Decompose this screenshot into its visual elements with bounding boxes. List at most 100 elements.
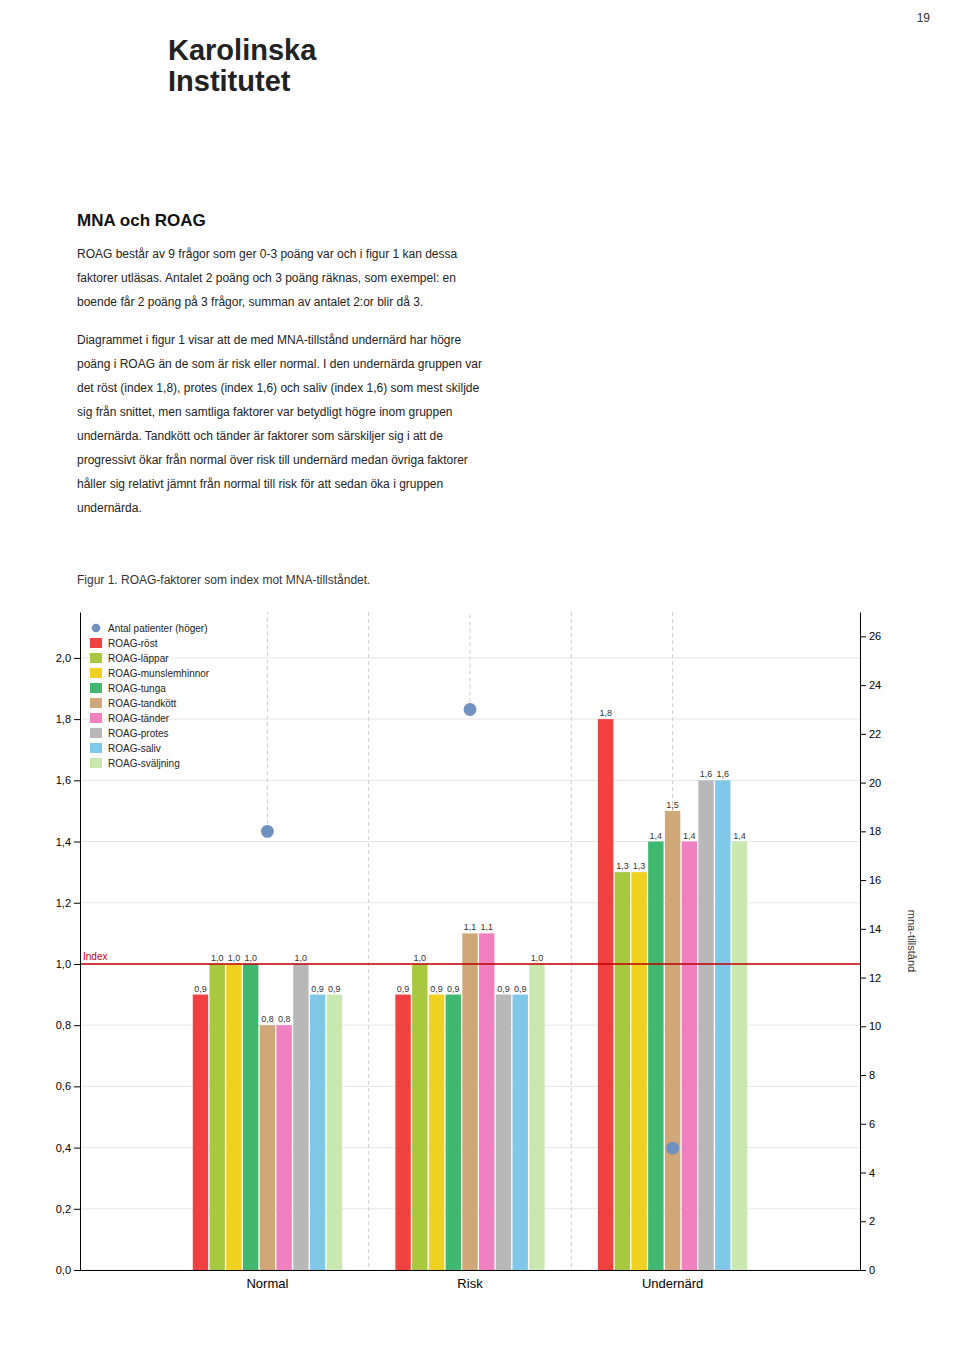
legend-swatch <box>90 698 102 708</box>
page: 19KarolinskaInstitutetMNA och ROAGROAG b… <box>0 0 960 1362</box>
y-tick: 1,8 <box>56 713 80 725</box>
bar <box>429 995 444 1270</box>
legend: Antal patienter (höger) ROAG-röst ROAG-läp… <box>90 623 210 769</box>
y2-tick-label: 18 <box>869 825 881 837</box>
y-tick-label: 0,6 <box>56 1080 71 1092</box>
body-text: Diagrammet i figur 1 visar att de med MN… <box>77 333 461 347</box>
legend-swatch <box>90 743 102 753</box>
y-tick-label: 1,0 <box>56 958 71 970</box>
bar <box>210 964 225 1270</box>
y2-tick-label: 26 <box>869 630 881 642</box>
y2-tick-label: 0 <box>869 1264 875 1276</box>
y2-tick-label: 20 <box>869 777 881 789</box>
data-label: 0,9 <box>194 984 207 994</box>
data-label: 1,0 <box>414 953 427 963</box>
y2-tick-label: 16 <box>869 874 881 886</box>
data-label: 0,9 <box>497 984 510 994</box>
legend-item: ROAG-läppar <box>90 653 169 664</box>
y-tick: 1,2 <box>56 897 80 909</box>
y2-tick: 26 <box>860 630 881 642</box>
tick-mark <box>74 1086 80 1087</box>
tick-mark <box>860 1026 866 1027</box>
body-text: poäng i ROAG än de som är risk eller nor… <box>77 357 482 371</box>
group-separator <box>571 612 572 1270</box>
tick-mark <box>860 1221 866 1222</box>
legend-swatch <box>90 683 102 693</box>
dot-guide <box>267 612 268 831</box>
tick-mark <box>74 964 80 965</box>
bar <box>226 964 241 1270</box>
dot-guide <box>470 612 471 709</box>
y2-tick-label: 22 <box>869 728 881 740</box>
legend-item: ROAG-sväljning <box>90 758 180 769</box>
y2-tick-label: 2 <box>869 1215 875 1227</box>
data-label: 0,9 <box>328 984 341 994</box>
y-tick: 2,0 <box>56 652 80 664</box>
tick-mark <box>74 719 80 720</box>
data-label: 1,6 <box>717 769 730 779</box>
grid-line <box>80 963 860 964</box>
legend-label: Antal patienter (höger) <box>108 623 208 634</box>
tick-mark <box>74 1270 80 1271</box>
tick-mark <box>860 1270 866 1271</box>
tick-mark <box>860 1124 866 1125</box>
y2-tick: 10 <box>860 1020 881 1032</box>
data-label: 1,5 <box>666 800 679 810</box>
data-label: 1,8 <box>599 708 612 718</box>
bar <box>496 995 511 1270</box>
legend-item: ROAG-tunga <box>90 683 166 694</box>
tick-mark <box>860 685 866 686</box>
tick-mark <box>74 1148 80 1149</box>
tick-mark <box>860 831 866 832</box>
bar <box>276 1025 291 1270</box>
y2-tick-label: 4 <box>869 1167 875 1179</box>
dot <box>261 825 274 838</box>
data-labels: 0,90,91,81,01,01,31,00,91,31,00,91,40,81… <box>194 708 746 1024</box>
bar <box>598 719 613 1270</box>
tick-mark <box>860 929 866 930</box>
bar <box>631 872 646 1270</box>
y-tick: 1,4 <box>56 836 80 848</box>
legend-label: ROAG-röst <box>108 638 158 649</box>
legend-label: ROAG-sväljning <box>108 758 180 769</box>
y2-tick-label: 14 <box>869 923 881 935</box>
data-label: 1,0 <box>244 953 257 963</box>
data-label: 1,0 <box>211 953 224 963</box>
bar <box>529 964 544 1270</box>
y2-tick-label: 8 <box>869 1069 875 1081</box>
data-label: 1,0 <box>228 953 241 963</box>
header: Karolinska <box>168 34 317 66</box>
tick-mark <box>74 658 80 659</box>
bar <box>615 872 630 1270</box>
legend-item: ROAG-tänder <box>90 713 170 724</box>
data-label: 0,8 <box>278 1014 291 1024</box>
body-text: håller sig relativt jämnt från normal ti… <box>77 477 443 491</box>
x-tick: Normal <box>246 1276 288 1291</box>
y2-axis-title: mna-tillstånd <box>906 910 918 972</box>
y2-tick: 6 <box>860 1118 875 1130</box>
y2-tick-label: 24 <box>869 679 881 691</box>
tick-mark <box>860 783 866 784</box>
legend-swatch <box>90 728 102 738</box>
y2-tick: 16 <box>860 874 881 886</box>
y2-tick: 22 <box>860 728 881 740</box>
y2-tick: 8 <box>860 1069 875 1081</box>
legend-label: ROAG-saliv <box>108 743 161 754</box>
legend-label: ROAG-protes <box>108 728 169 739</box>
x-tick-label: Undernärd <box>642 1276 703 1291</box>
x-tick-label: Risk <box>457 1276 483 1291</box>
chart-title: Figur 1. ROAG-faktorer som index mot MNA… <box>77 573 370 587</box>
data-label: 1,6 <box>700 769 713 779</box>
data-label: 0,9 <box>397 984 410 994</box>
legend-label: ROAG-tunga <box>108 683 166 694</box>
group-separator <box>368 612 369 1270</box>
bar <box>479 933 494 1270</box>
y2-tick: 2 <box>860 1215 875 1227</box>
bar <box>648 842 663 1270</box>
bar <box>682 842 697 1270</box>
data-label: 0,9 <box>447 984 460 994</box>
legend-item: ROAG-röst <box>90 638 158 649</box>
bar <box>193 995 208 1270</box>
data-label: 1,1 <box>464 922 477 932</box>
x-tick: Risk <box>457 1276 483 1291</box>
